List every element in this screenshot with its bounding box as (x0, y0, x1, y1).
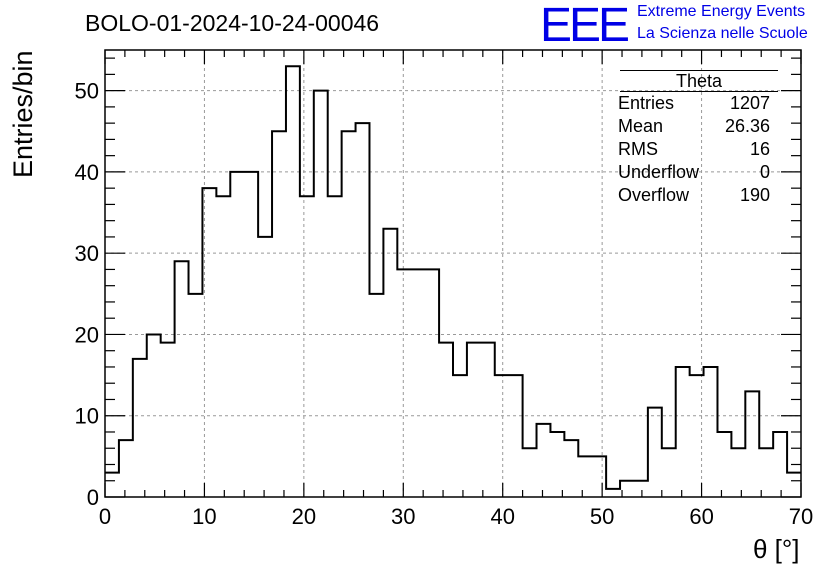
x-axis-label: θ [°] (753, 534, 800, 564)
x-tick-label: 60 (689, 504, 713, 529)
stats-label: Overflow (618, 185, 690, 205)
stats-label: RMS (618, 139, 658, 159)
logo-line-1: Extreme Energy Events (637, 3, 806, 20)
y-tick-label: 10 (75, 404, 99, 429)
grid-lines (105, 50, 801, 497)
stats-row-rms: RMS 16 (610, 138, 778, 161)
x-tick-label: 0 (99, 504, 111, 529)
stats-row-mean: Mean 26.36 (610, 115, 778, 138)
plot-frame (104, 49, 802, 498)
stats-value: 1207 (729, 93, 770, 113)
y-tick-label: 40 (75, 160, 99, 185)
y-tick-label: 50 (75, 79, 99, 104)
x-tick-label: 10 (192, 504, 216, 529)
histogram-line (105, 65, 801, 490)
stats-row-entries: Entries 1207 (610, 92, 778, 115)
x-tick-label: 40 (490, 504, 514, 529)
stats-value: 190 (739, 185, 770, 205)
x-tick-label: 30 (391, 504, 415, 529)
axis-ticks (104, 50, 802, 498)
stats-label: Underflow (618, 162, 700, 182)
stats-label: Entries (618, 93, 675, 113)
stats-box: Theta Entries 1207 Mean 26.36 RMS 16 Und… (610, 70, 778, 207)
stats-label: Mean (618, 116, 664, 136)
x-tick-labels: 0 10 20 30 40 50 60 70 (99, 504, 813, 529)
x-tick-label: 50 (590, 504, 614, 529)
stats-value: 26.36 (724, 116, 770, 136)
stats-value: 16 (749, 139, 770, 159)
x-tick-label: 20 (292, 504, 316, 529)
run-title: BOLO-01-2024-10-24-00046 (85, 10, 380, 36)
y-tick-label: 20 (75, 322, 99, 347)
stats-row-overflow: Overflow 190 (610, 184, 778, 207)
stats-title: Theta (620, 70, 778, 92)
y-tick-label: 0 (87, 485, 99, 510)
stats-row-underflow: Underflow 0 (610, 161, 778, 184)
stats-value: 0 (759, 162, 770, 182)
eee-logo: EEE (540, 0, 630, 52)
y-axis-label: Entries/bin (8, 50, 38, 178)
y-tick-labels: 0 10 20 30 40 50 (75, 79, 99, 510)
y-tick-label: 30 (75, 241, 99, 266)
x-tick-label: 70 (789, 504, 813, 529)
logo-line-2: La Scienza nelle Scuole (637, 25, 808, 42)
